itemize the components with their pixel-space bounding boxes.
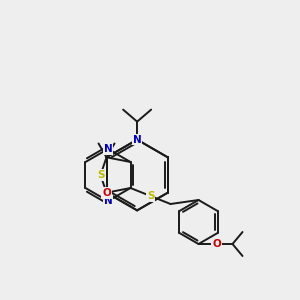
Text: S: S [97,170,104,180]
Text: N: N [103,196,112,206]
Text: S: S [147,191,154,201]
Text: N: N [103,144,112,154]
Text: N: N [133,135,142,145]
Text: O: O [102,188,111,198]
Text: O: O [212,239,221,249]
